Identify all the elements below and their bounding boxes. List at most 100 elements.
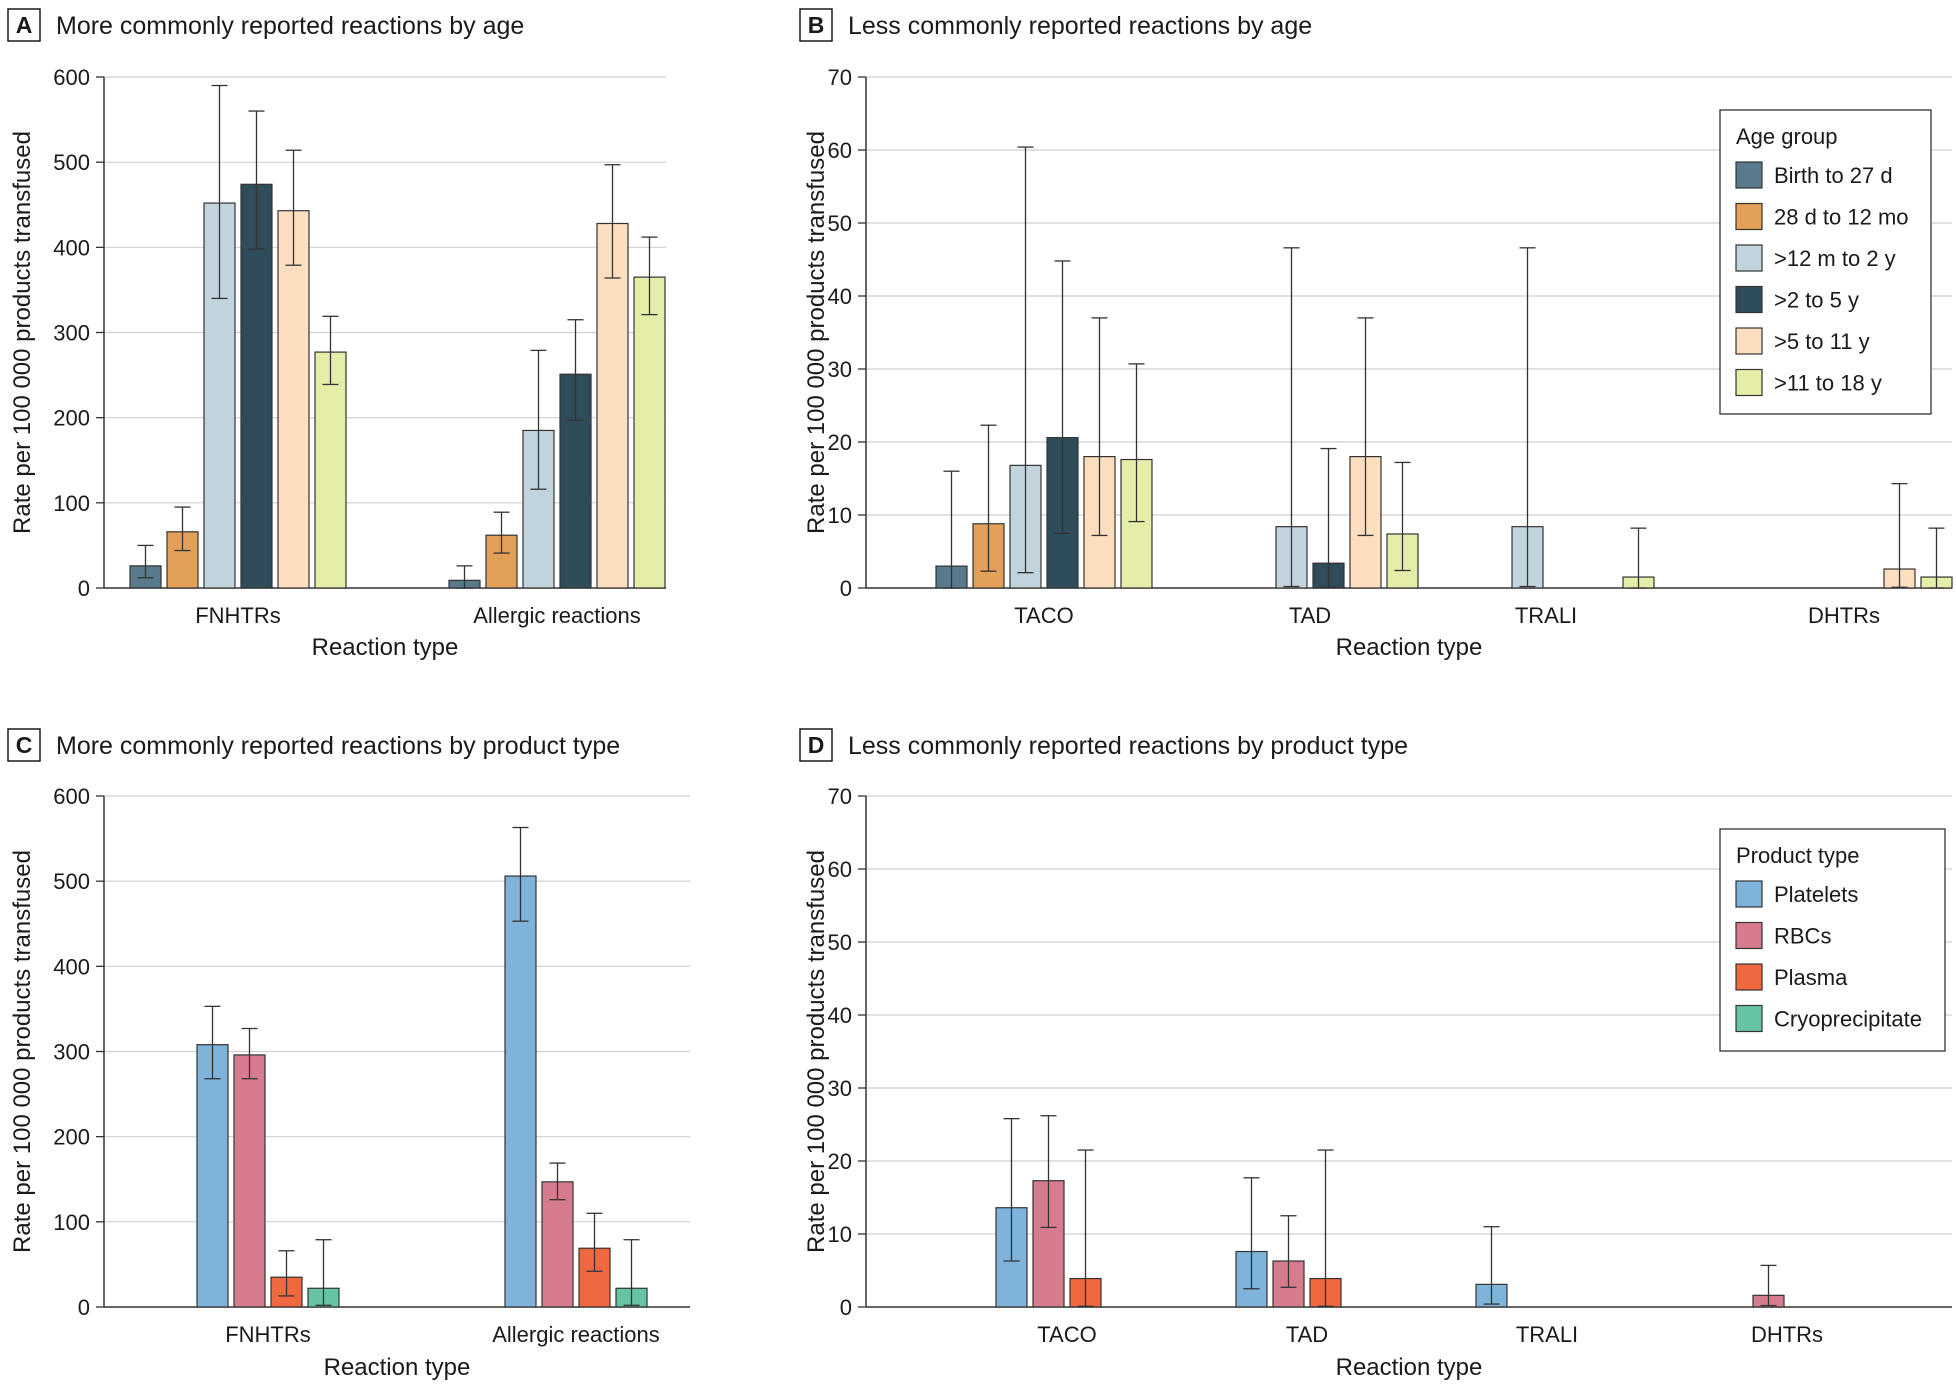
legend-swatch [1735,1004,1763,1033]
legend-label: Platelets [1774,882,1858,907]
y-tick-label: 50 [828,930,852,955]
legend-swatch [1735,880,1763,908]
panel-title: Less commonly reported reactions by prod… [848,732,1408,760]
y-tick-label: 10 [828,1222,852,1247]
category-label: TACO [1037,1322,1096,1347]
y-tick-label: 0 [78,1295,90,1320]
panel-title: More commonly reported reactions by prod… [56,732,620,760]
y-axis-title: Rate per 100 000 products transfused [803,850,830,1253]
y-tick-label: 50 [828,211,852,236]
panel-letter: B [808,12,825,38]
y-tick-label: 40 [828,1003,852,1028]
y-tick-label: 200 [53,1125,90,1150]
bar [233,1054,266,1308]
y-tick-label: 20 [828,1149,852,1174]
legend-label: 28 d to 12 mo [1774,205,1909,230]
legend-label: >2 to 5 y [1774,288,1859,313]
y-tick-label: 500 [53,869,90,894]
panel-a: A More commonly reported reactions by age… [7,8,666,661]
y-tick-label: 400 [53,954,90,979]
legend-swatch [1735,963,1763,991]
legend-label: Plasma [1774,965,1848,990]
y-tick-label: 100 [53,491,90,516]
panel-title: More commonly reported reactions by age [56,12,524,40]
y-tick-label: 500 [53,150,90,175]
y-axis-title: Rate per 100 000 products transfused [803,131,830,534]
panel-c: C More commonly reported reactions by pro… [7,728,690,1381]
category-label: TRALI [1516,1322,1578,1347]
y-tick-label: 30 [828,1076,852,1101]
panel-d: D Less commonly reported reactions by pro… [799,728,1952,1381]
y-tick-label: 40 [828,284,852,309]
legend: Age group Birth to 27 d 28 d to 12 mo >12 m… [1719,109,1932,415]
panel-letter-box [7,8,41,42]
panel-letter: C [16,732,33,758]
y-tick-label: 0 [78,576,90,601]
y-axis-title: Rate per 100 000 products transfused [9,850,36,1253]
legend-label: Birth to 27 d [1774,163,1893,188]
x-axis-title: Reaction type [324,1354,471,1381]
legend-swatch [1735,161,1763,189]
y-tick-label: 30 [828,357,852,382]
y-tick-label: 400 [53,235,90,260]
panel-b: B Less commonly reported reactions by age… [799,8,1953,661]
bar [277,210,310,589]
panel-title: Less commonly reported reactions by age [848,12,1312,40]
category-label: DHTRs [1808,603,1880,628]
category-label: Allergic reactions [492,1322,660,1347]
category-label: TRALI [1515,603,1577,628]
bar [240,183,273,589]
y-tick-label: 200 [53,406,90,431]
y-tick-label: 300 [53,1040,90,1065]
y-tick-label: 300 [53,321,90,346]
legend-title: Product type [1736,843,1860,868]
bar [541,1181,574,1308]
bar [596,222,629,589]
bar [504,875,537,1308]
y-tick-label: 70 [828,784,852,809]
legend-title: Age group [1736,124,1838,149]
y-tick-label: 20 [828,430,852,455]
panel-letter: D [808,732,825,758]
legend-swatch [1735,368,1763,397]
legend-swatch [1735,285,1763,314]
legend: Product type Platelets RBCs Plasma Cryopreci… [1719,828,1946,1052]
bar [633,276,666,589]
category-label: Allergic reactions [473,603,641,628]
bar [196,1044,229,1308]
y-tick-label: 100 [53,1210,90,1235]
category-label: TAD [1286,1322,1328,1347]
x-axis-title: Reaction type [1336,1354,1483,1381]
y-tick-label: 60 [828,857,852,882]
legend-label: >5 to 11 y [1774,329,1870,354]
category-label: TAD [1289,603,1331,628]
legend-swatch [1735,202,1763,231]
x-axis-title: Reaction type [1336,634,1483,661]
panel-letter-box [799,728,833,762]
panel-letter-box [7,728,41,762]
y-tick-label: 70 [828,65,852,90]
x-axis-title: Reaction type [312,634,459,661]
y-tick-label: 600 [53,65,90,90]
category-label: TACO [1014,603,1073,628]
legend-label: >12 m to 2 y [1774,246,1896,271]
panel-letter-box [799,8,833,42]
y-tick-label: 600 [53,784,90,809]
bar [314,351,347,589]
y-tick-label: 0 [840,1295,852,1320]
y-tick-label: 0 [840,576,852,601]
legend-label: RBCs [1774,924,1831,949]
y-tick-label: 10 [828,503,852,528]
legend-label: >11 to 18 y [1774,371,1882,396]
y-axis-title: Rate per 100 000 products transfused [9,131,36,534]
panel-letter: A [16,12,33,38]
category-label: DHTRs [1751,1322,1823,1347]
category-label: FNHTRs [195,603,281,628]
legend-swatch [1735,244,1763,272]
y-tick-label: 60 [828,138,852,163]
category-label: FNHTRs [225,1322,311,1347]
legend-swatch [1735,327,1763,355]
legend-label: Cryoprecipitate [1774,1007,1922,1032]
legend-swatch [1735,921,1763,950]
